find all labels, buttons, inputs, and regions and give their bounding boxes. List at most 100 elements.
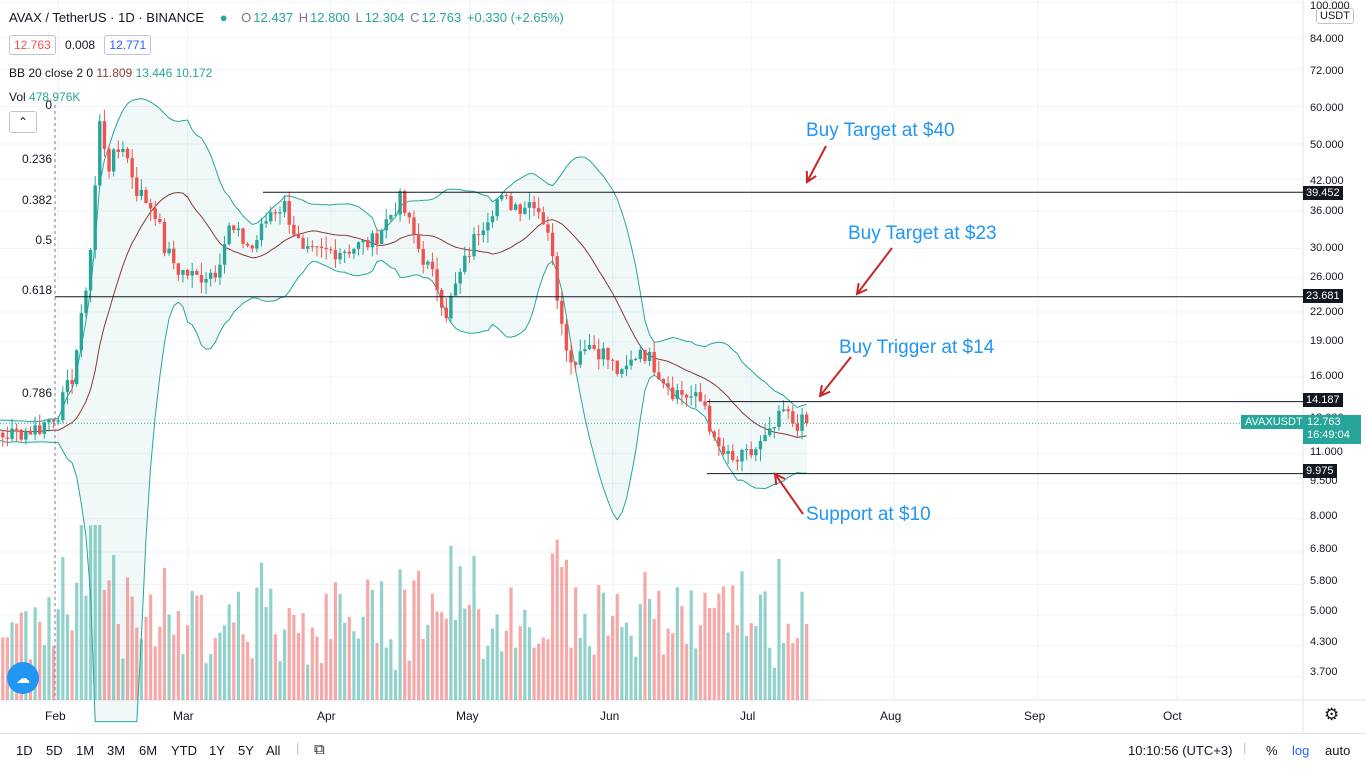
volume-bar: [306, 664, 310, 700]
volume-bar: [694, 648, 698, 700]
candle-body: [495, 199, 499, 217]
x-tick: Apr: [317, 709, 336, 723]
volume-bar: [75, 582, 79, 700]
vol-legend[interactable]: Vol 478.976K: [9, 90, 80, 104]
volume-bar: [578, 637, 582, 700]
candle-body: [781, 409, 786, 411]
currency-label[interactable]: USDT: [1316, 8, 1354, 24]
clock[interactable]: 10:10:56 (UTC+3): [1128, 743, 1233, 758]
volume-bar: [615, 594, 619, 700]
volume-bar: [740, 571, 744, 700]
timeframe-5y[interactable]: 5Y: [238, 743, 254, 758]
volume-bar: [624, 622, 629, 700]
annotation-buy-target-23[interactable]: Buy Target at $23: [848, 223, 997, 244]
candle-body: [93, 185, 97, 250]
volume-bar: [407, 660, 411, 700]
low-value: 12.304: [364, 10, 405, 25]
volume-bar: [269, 588, 273, 700]
y-tick: 6.800: [1310, 543, 1338, 555]
volume-bar: [500, 651, 504, 700]
annotation-buy-trigger-14[interactable]: Buy Trigger at $14: [839, 337, 995, 358]
timeframe-1y[interactable]: 1Y: [209, 743, 225, 758]
candle-body: [19, 429, 23, 440]
bb-legend[interactable]: BB 20 close 2 0 11.809 13.446 10.172: [9, 66, 212, 80]
volume-bar: [56, 609, 60, 700]
timeframe-1d[interactable]: 1D: [16, 743, 33, 758]
volume-bar: [430, 593, 435, 700]
price-axis[interactable]: [1303, 0, 1366, 733]
annotation-buy-target-40[interactable]: Buy Target at $40: [806, 120, 955, 141]
toolbar-divider: |: [1243, 740, 1247, 755]
volume-bar: [347, 616, 351, 700]
volume-bar: [643, 572, 647, 700]
symbol-title[interactable]: AVAX / TetherUS · 1D · BINANCE: [9, 10, 205, 25]
volume-bar: [532, 647, 536, 700]
y-tick: 100.000: [1310, 0, 1350, 12]
volume-bar: [84, 595, 88, 700]
y-tick: 72.000: [1310, 65, 1344, 77]
volume-bar: [24, 611, 28, 700]
buy-button[interactable]: 12.771: [104, 35, 152, 55]
candle-body: [278, 212, 282, 214]
timeframe-1m[interactable]: 1M: [76, 743, 95, 758]
candle-body: [675, 390, 679, 400]
volume-bar: [745, 636, 749, 700]
timeframe-5d[interactable]: 5D: [46, 743, 63, 758]
candle-body: [292, 224, 296, 235]
candle-body: [1, 432, 5, 438]
timeframe-ytd[interactable]: YTD: [171, 743, 197, 758]
volume-bar: [463, 608, 467, 700]
volume-bar: [763, 591, 767, 700]
volume-bar: [606, 635, 610, 700]
candle-body: [550, 232, 555, 257]
candle-body: [79, 313, 84, 351]
candle-body: [51, 419, 56, 422]
volume-bar: [98, 525, 102, 700]
fib-label-0786: 0.786: [21, 386, 52, 400]
x-tick: Aug: [880, 709, 902, 723]
volume-bar: [758, 594, 763, 700]
candle-body: [426, 261, 430, 265]
chevron-up-icon[interactable]: ⌃: [9, 111, 37, 133]
y-tick: 22.000: [1310, 306, 1344, 318]
timeframe-all[interactable]: All: [266, 743, 281, 758]
bb-mid-value: 11.809: [96, 66, 133, 80]
candle-body: [717, 437, 721, 447]
timeframe-6m[interactable]: 6M: [139, 743, 158, 758]
chart-legend: AVAX / TetherUS · 1D · BINANCE ● O 12.437…: [9, 10, 566, 25]
level-label-23681[interactable]: 23.681: [1303, 289, 1343, 303]
timeframe-3m[interactable]: 3M: [107, 743, 126, 758]
candle-body: [768, 428, 772, 436]
x-tick: May: [456, 709, 479, 723]
volume-bar: [666, 628, 670, 700]
volume-bar: [560, 567, 564, 700]
annotation-support-10[interactable]: Support at $10: [806, 504, 931, 525]
volume-bar: [805, 623, 809, 700]
tradingview-cloud-icon[interactable]: ☁: [7, 662, 39, 694]
sell-button[interactable]: 12.763: [9, 35, 56, 55]
volume-bar: [527, 627, 532, 700]
volume-bar: [380, 581, 384, 700]
candle-body: [615, 360, 619, 374]
level-label-9975[interactable]: 9.975: [1303, 464, 1337, 478]
percent-scale-toggle[interactable]: %: [1266, 743, 1278, 758]
toolbar-divider: |: [296, 740, 300, 755]
level-label-14187[interactable]: 14.187: [1303, 393, 1343, 407]
level-label-39452[interactable]: 39.452: [1303, 186, 1343, 200]
compare-icon[interactable]: ⧉: [314, 741, 325, 758]
volume-bar: [680, 605, 684, 700]
log-scale-toggle[interactable]: log: [1292, 743, 1310, 758]
candle-body: [629, 359, 633, 366]
vol-label: Vol: [9, 90, 26, 104]
gear-icon[interactable]: ⚙: [1324, 705, 1340, 724]
candle-body: [772, 426, 777, 429]
volume-bar: [181, 653, 185, 700]
bid-ask-row: 12.763 0.008 12.771: [9, 35, 152, 55]
volume-bar: [310, 627, 314, 700]
auto-scale-toggle[interactable]: auto: [1325, 743, 1351, 758]
y-tick: 36.000: [1310, 205, 1344, 217]
candle-body: [786, 409, 790, 412]
volume-bar: [749, 623, 753, 700]
candle-body: [763, 435, 767, 442]
